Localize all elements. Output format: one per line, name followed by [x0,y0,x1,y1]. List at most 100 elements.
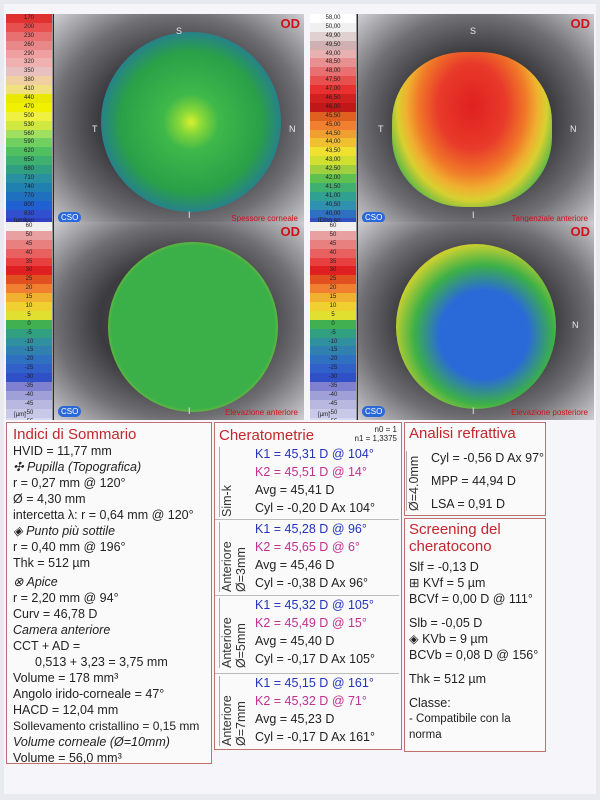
kvf: KVf = 5 µm [422,576,486,590]
k2-axis: @ 15° [331,616,367,630]
scale-cell: 35 [6,257,52,267]
thickness-scale: 170 200 230 260 290 320 350 380 410 440 470 500 530 5… [6,14,53,226]
k2-axis: @ 71° [331,694,367,708]
scale-cell: -25 [6,364,52,374]
scale-cell: 170 [6,14,52,23]
hacd: HACD = 12,04 mm [13,703,119,717]
pupil-diameter: Ø = 4,30 mm [13,492,86,506]
refractive-cyl: Cyl = -0,56 D Ax 97° [431,451,545,465]
scale-cell: 49,50 [310,40,356,50]
scale-cell: 380 [6,76,52,86]
scale-cell: -20 [6,355,52,365]
scale-unit: [D] [318,218,326,224]
k1-value: K1 = 45,28 D [255,522,329,536]
panel-elevation-anterior: 60 50 45 40 35 30 25 20 15 10 5 0 -5 -10 -15 -20 -25 -30-… [6,222,304,420]
keratometry-zone-label: Anteriore Ø=3mm [219,522,250,592]
panel-tangential: 58,00 50,00 49,90 49,50 49,00 48,50 48,00 47,50… [310,14,594,226]
hvid: HVID = 11,77 mm [13,444,112,458]
keratometry-group: Anteriore Ø=5mm K1 = 45,32 D @ 105° K2 = 4… [215,595,399,670]
scale-cell: 320 [6,58,52,68]
scale-cell: -10 [6,337,52,347]
thinnest-heading: Punto più sottile [26,524,116,538]
scale-cell: 770 [6,191,52,201]
apex-icon: ⊗ [13,575,27,589]
scale-cell: 200 [6,22,52,32]
scale-cell: -30 [310,373,356,383]
scale-cell: 45 [6,239,52,249]
screening-thk: Thk = 512 µm [409,672,487,686]
apex-curv: Curv = 46,78 D [13,607,98,621]
refractive-analysis-box: Analisi refrattiva Ø=4.0mm Cyl = -0,56 D… [404,422,546,516]
k2-axis: @ 6° [331,540,360,554]
keratometry-title: Cheratometrie [219,427,315,444]
scale-cell: 710 [6,174,52,183]
k2-value: K2 = 45,49 D [255,616,329,630]
scale-cell: 260 [6,40,52,50]
scale-cell: 47,50 [310,76,356,86]
eye-label: OD [570,224,591,239]
scale-cell: 410 [6,85,52,95]
scale-cell: 5 [310,310,356,320]
k1-axis: @ 161° [331,676,374,690]
thinnest-point-icon: ◈ [13,524,27,538]
cso-logo: CSO [362,406,386,417]
scale-cell: 50 [6,230,52,240]
scale-cell: -5 [310,328,356,338]
nasal-label: N [289,124,296,134]
intercept: intercetta λ: r = 0,64 mm @ 120° [13,508,194,522]
scale-unit: [µm] [14,412,26,418]
scale-cell: 41,50 [310,182,356,192]
scale-cell: 30 [6,266,52,276]
panel-title: Elevazione anteriore [225,408,298,417]
scale-cell: 25 [6,275,52,285]
scale-cell: 290 [6,49,52,59]
scale-cell: 500 [6,111,52,121]
refractive-mpp: MPP = 44,94 D [431,474,516,488]
refractive-lsa: LSA = 0,91 D [431,497,506,511]
elevation-posterior-map [396,244,556,409]
panel-thickness: 170 200 230 260 290 320 350 380 410 440 470 500 530 5… [6,14,304,226]
class-value: - Compatibile con la norma [409,713,511,741]
cyl-value: Cyl = -0,17 D Ax 105° [255,652,375,666]
kvb: KVb = 9 µm [422,632,489,646]
temporal-label: T [378,124,384,134]
superior-label: S [470,26,477,36]
nasal-label: N [570,124,577,134]
scale-cell: -35 [6,382,52,391]
scale-cell: 41,00 [310,191,356,201]
cyl-value: Cyl = -0,20 D Ax 104° [255,501,375,515]
scale-cell: 43,50 [310,147,356,157]
scale-cell: 0 [6,319,52,329]
k2-value: K2 = 45,51 D [255,465,329,479]
keratometry-group: Sim-k K1 = 45,31 D @ 104° K2 = 45,51 D @ 1… [215,445,399,519]
thickness-map [101,32,281,212]
scale-cell: 620 [6,147,52,157]
nasal-label: N [572,320,579,330]
scale-cell: 440 [6,94,52,103]
panel-elevation-posterior: 60 50 45 40 35 30 25 20 15 10 5 0 -5 -10 -15 -20 -25 -30-… [310,222,594,420]
scale-cell: -40 [310,390,356,400]
scale-cell: -5 [6,328,52,338]
inferior-label: I [472,210,475,220]
anterior-chamber-heading: Camera anteriore [13,623,111,637]
avg-value: Avg = 45,46 D [255,558,335,572]
keratometry-box: Cheratometrie n0 = 1 n1 = 1,3375 Sim-k K1… [214,422,402,750]
inferior-label: I [472,406,475,416]
keratometry-zone-label: Sim-k [219,447,236,517]
cso-logo: CSO [58,406,82,417]
k1-value: K1 = 45,31 D [255,447,329,461]
scale-cell: 25 [310,275,356,285]
scale-cell: 44,00 [310,138,356,148]
scale-cell: 45 [310,239,356,249]
eye-label: OD [280,224,301,239]
scale-cell: 45,50 [310,111,356,121]
kvf-icon: ⊞ [409,576,423,590]
class-label: Classe: [409,696,451,710]
scale-cell: -15 [6,346,52,356]
inferior-label: I [188,406,191,416]
panel-title: Tangenziale anteriore [511,214,589,223]
pupil-r: r = 0,27 mm @ 120° [13,476,126,490]
scale-cell: 230 [6,31,52,41]
scale-cell: -45 [310,399,356,409]
scale-unit: [µm] [14,218,26,224]
